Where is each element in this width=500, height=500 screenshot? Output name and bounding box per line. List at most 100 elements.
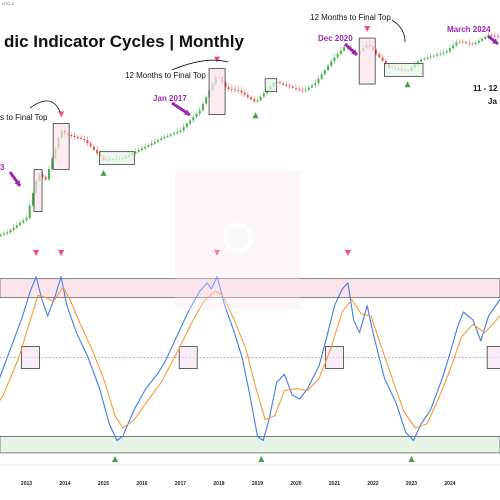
indicator-top-marker-2013-early xyxy=(33,250,40,256)
price-candle xyxy=(493,35,496,37)
cross-box-1 xyxy=(178,346,198,369)
price-candle xyxy=(323,70,326,75)
price-candle xyxy=(92,146,95,150)
curve-arrow-2021 xyxy=(391,19,406,43)
price-candle xyxy=(12,227,15,231)
price-candle xyxy=(28,205,31,219)
indicator-top-marker-2 xyxy=(344,250,351,256)
price-panel xyxy=(0,26,500,238)
callout-arrow-jan-2017-head xyxy=(184,109,190,115)
price-candle xyxy=(436,54,439,56)
cross-box-2 xyxy=(325,346,344,369)
price-candle xyxy=(179,130,182,132)
price-candle xyxy=(240,90,243,93)
price-candle xyxy=(298,88,301,90)
price-candle xyxy=(96,149,99,154)
indicator-bottom-marker-1 xyxy=(258,456,265,462)
price-candle xyxy=(201,103,204,111)
price-candle xyxy=(176,131,179,134)
price-candle xyxy=(423,58,426,60)
oversold-zone xyxy=(0,436,500,454)
price-candle xyxy=(474,42,477,45)
price-candle xyxy=(327,65,330,71)
price-candle xyxy=(157,140,160,142)
x-tick-label: 2021 xyxy=(329,481,340,487)
label-2013-partial: 3 xyxy=(0,163,5,172)
price-candle xyxy=(490,34,493,36)
price-candle xyxy=(192,117,195,121)
price-candle xyxy=(481,38,484,41)
top-box-2013-early xyxy=(33,169,43,212)
indicator-top-marker-0 xyxy=(58,250,65,256)
price-candle xyxy=(471,43,474,45)
price-candle xyxy=(31,193,34,206)
x-tick-label: 2013 xyxy=(21,481,32,487)
price-candle xyxy=(259,96,262,101)
price-candle xyxy=(301,89,304,91)
price-candle xyxy=(6,232,9,234)
price-candle xyxy=(198,110,201,114)
price-candle xyxy=(333,57,336,62)
price-candle xyxy=(185,123,188,128)
price-candle xyxy=(375,50,378,54)
price-candle xyxy=(246,94,249,98)
price-candle xyxy=(163,137,166,139)
price-candle xyxy=(378,53,381,58)
series-slow-line xyxy=(0,286,500,429)
chart-title: dic Indicator Cycles | Monthly xyxy=(4,32,245,51)
x-axis: 2013 2014 2015 2016 2017 2018 2019 2020 2021 2022… xyxy=(0,464,500,487)
price-candle xyxy=(250,97,253,100)
price-candle xyxy=(426,57,429,59)
price-candle xyxy=(9,230,12,233)
price-candle xyxy=(442,52,445,54)
price-candle xyxy=(317,78,320,84)
price-candle xyxy=(497,36,500,37)
price-candle xyxy=(134,151,137,154)
cross-box-0 xyxy=(20,346,40,369)
price-candle xyxy=(51,158,54,169)
price-candle xyxy=(384,60,387,65)
price-candle xyxy=(182,127,185,131)
price-candle xyxy=(140,148,143,151)
curve-arrow-2017 xyxy=(171,59,229,71)
price-candle xyxy=(230,89,233,91)
x-tick-label: 2015 xyxy=(98,481,109,487)
indicator-panel xyxy=(0,250,500,462)
price-candle xyxy=(76,137,79,139)
price-candle xyxy=(448,48,451,52)
price-candle xyxy=(285,84,288,86)
price-candle xyxy=(166,135,169,138)
price-candle xyxy=(455,42,458,46)
price-candle xyxy=(0,234,2,236)
price-candle xyxy=(288,85,291,87)
price-candle xyxy=(147,145,150,147)
price-candle xyxy=(256,100,259,102)
price-candle xyxy=(47,168,50,180)
x-tick-label: 2022 xyxy=(367,481,378,487)
price-candle xyxy=(86,140,89,144)
price-candle xyxy=(282,83,285,85)
top-marker-1 xyxy=(214,56,221,63)
bottom-box-2 xyxy=(384,63,424,77)
price-candle xyxy=(15,225,18,228)
price-candle xyxy=(311,85,314,88)
price-candle xyxy=(452,45,455,49)
callout-arrow-march-2024-head xyxy=(492,38,498,44)
price-candle xyxy=(330,61,333,66)
price-candle xyxy=(160,138,163,141)
price-candle xyxy=(205,97,208,104)
price-candle xyxy=(3,233,6,235)
price-candle xyxy=(445,51,448,53)
indicator-top-marker-1 xyxy=(214,250,221,256)
bottom-marker-0 xyxy=(100,169,107,176)
curve-arrow-2013 xyxy=(29,100,61,113)
x-tick-label: 2020 xyxy=(290,481,301,487)
price-candle xyxy=(144,146,147,149)
price-candle xyxy=(73,136,76,138)
price-candle xyxy=(468,42,471,44)
price-candle xyxy=(227,87,230,90)
price-candle xyxy=(294,87,297,89)
cross-box-3 xyxy=(486,346,500,369)
indicator-bottom-marker-0 xyxy=(112,456,119,462)
x-tick-label: 2017 xyxy=(175,481,186,487)
